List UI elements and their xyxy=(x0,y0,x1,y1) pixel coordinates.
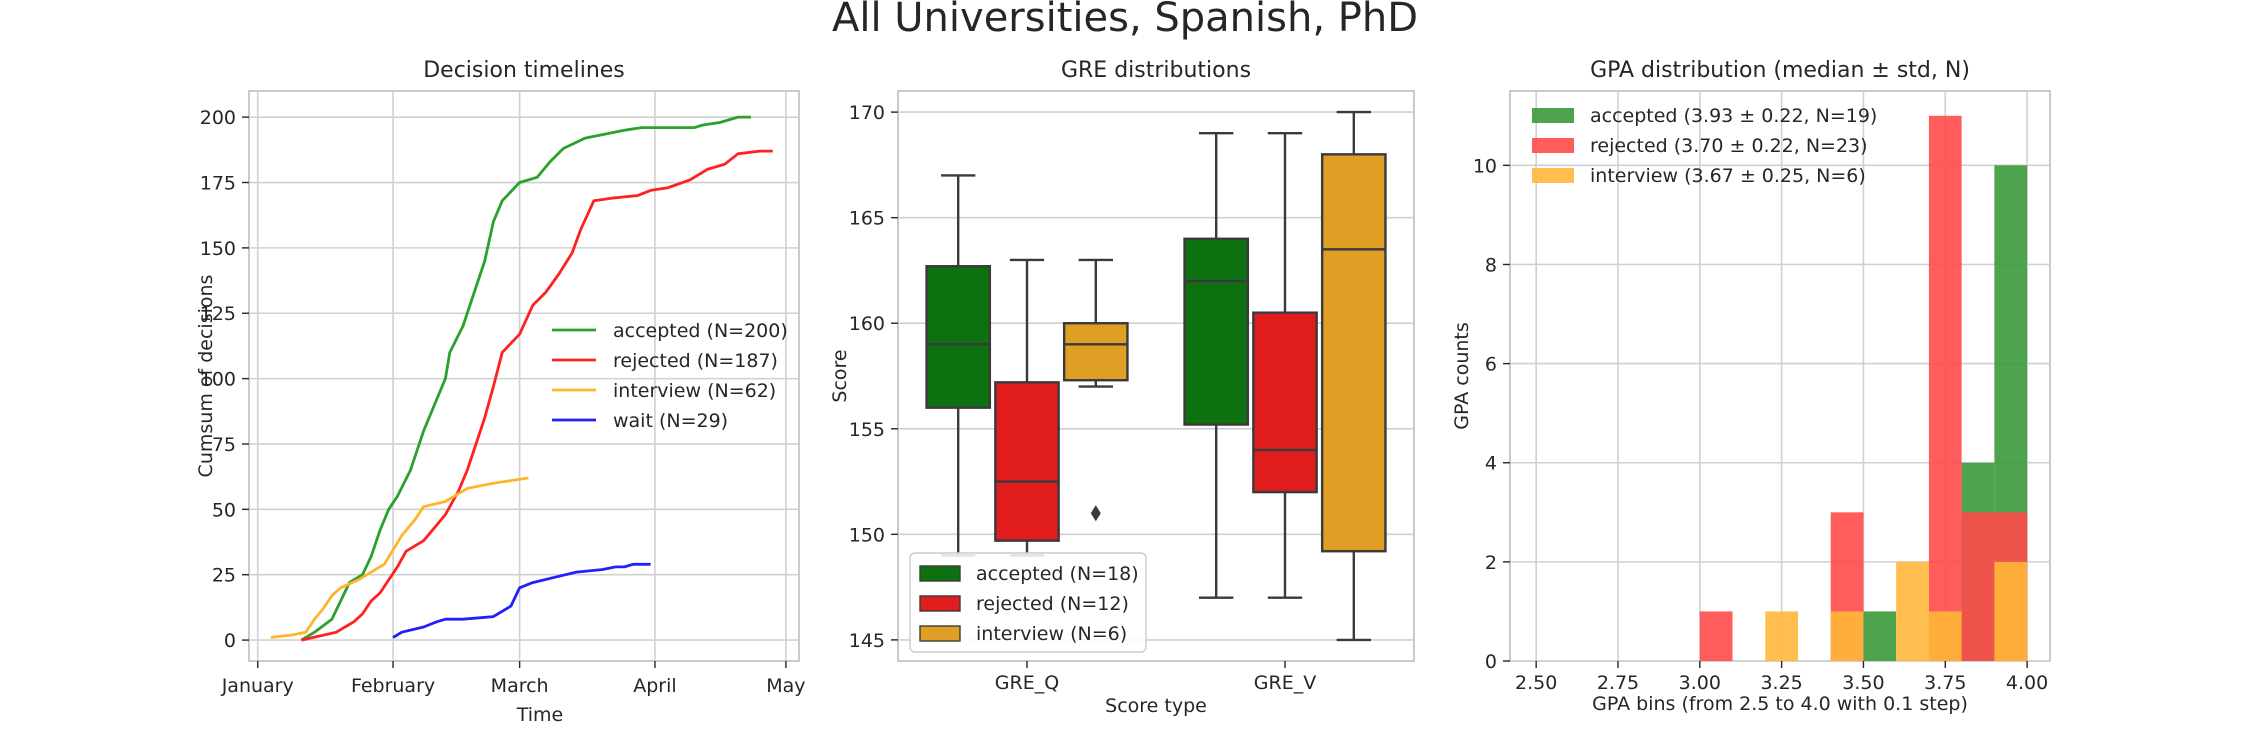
timeline-title: Decision timelines xyxy=(423,58,625,83)
gpa-legend-label-hist_rejected: rejected (3.70 ± 0.22, N=23) xyxy=(1590,135,1868,157)
gpa-y-axis-label: GPA counts xyxy=(1451,322,1473,430)
gpa-y-tick-label: 4 xyxy=(1485,453,1497,475)
gpa-y-tick-label: 2 xyxy=(1485,552,1497,574)
timeline-series-line-accepted xyxy=(300,115,751,642)
gpa-x-axis-label: GPA bins (from 2.5 to 4.0 with 0.1 step) xyxy=(1592,693,1968,715)
gre-legend-swatch-box_interview xyxy=(919,625,961,642)
timeline-series-line-interview xyxy=(270,476,529,639)
gpa-bar-hist_interview xyxy=(1928,611,1962,661)
gre-y-axis-label: Score xyxy=(829,349,851,402)
gpa-y-tick-label: 10 xyxy=(1473,155,1497,177)
figure-title: All Universities, Spanish, PhD xyxy=(832,0,1418,41)
timeline-y-tick-label: 125 xyxy=(200,303,236,325)
gpa-bar-hist_rejected xyxy=(1961,512,1995,661)
gpa-bar-hist_interview xyxy=(1994,561,2028,661)
timeline-y-tick-label: 0 xyxy=(224,630,236,652)
timeline-plot-area xyxy=(248,90,800,662)
gre-legend-label-box_rejected: rejected (N=12) xyxy=(976,593,1129,615)
gre-outlier-marker xyxy=(1090,505,1101,522)
gre-legend-frame xyxy=(909,552,1147,653)
gpa-title: GPA distribution (median ± std, N) xyxy=(1590,58,1970,83)
timeline-legend-label-rejected: rejected (N=187) xyxy=(613,350,778,372)
gpa-x-tick-label: 3.50 xyxy=(1842,672,1884,694)
gpa-bar-hist_interview xyxy=(1830,611,1864,661)
timeline-series-line-wait xyxy=(392,562,651,639)
gpa-legend: accepted (3.93 ± 0.22, N=19) rejected (3.… xyxy=(1532,105,1877,187)
gpa-legend-swatch-hist_accepted xyxy=(1532,108,1574,123)
timeline-legend-label-interview: interview (N=62) xyxy=(613,380,776,402)
timeline-legend-label-accepted: accepted (N=200) xyxy=(613,320,788,342)
timeline-y-axis-label: Cumsum of decisions xyxy=(195,275,217,478)
gre-y-tick-label: 145 xyxy=(849,630,885,652)
gpa-x-tick-label: 3.00 xyxy=(1679,672,1721,694)
gre-y-tick-label: 150 xyxy=(849,524,885,546)
gpa-y-tick-label: 8 xyxy=(1485,254,1497,276)
timeline-x-axis-label: Time xyxy=(516,704,564,726)
gre-legend-swatch-box_rejected xyxy=(919,595,961,612)
gre-legend-label-box_accepted: accepted (N=18) xyxy=(976,563,1139,585)
timeline-x-tick-label: January xyxy=(221,675,294,697)
gre-chart: GRE_Q GRE_V 145 150 155 160 165 170 GRE distri… xyxy=(829,58,1415,717)
timeline-x-tick-label: February xyxy=(351,675,435,697)
timeline-chart: January February March April May 0 25 50 75 100 1… xyxy=(195,58,806,726)
gpa-bar-hist_rejected xyxy=(1928,115,1962,662)
gpa-x-tick-label: 3.25 xyxy=(1760,672,1802,694)
gre-legend-swatch-box_accepted xyxy=(919,565,961,582)
gpa-y-tick-label: 0 xyxy=(1485,651,1497,673)
gre-legend: accepted (N=18) rejected (N=12) interview … xyxy=(909,552,1147,653)
gpa-bar-hist_rejected xyxy=(1699,611,1733,661)
gpa-legend-label-hist_interview: interview (3.67 ± 0.25, N=6) xyxy=(1590,165,1866,187)
gpa-bar-hist_interview xyxy=(1765,611,1798,661)
timeline-series-line-rejected xyxy=(301,149,773,642)
gre-y-tick-label: 155 xyxy=(849,419,885,441)
gre-box-box_rejected xyxy=(1252,311,1318,494)
gre-box-box_interview xyxy=(1062,322,1129,382)
gpa-legend-swatch-hist_interview xyxy=(1532,168,1574,183)
timeline-y-tick-label: 175 xyxy=(200,173,236,195)
gpa-x-tick-label: 3.75 xyxy=(1924,672,1966,694)
gre-title: GRE distributions xyxy=(1061,58,1251,83)
timeline-y-tick-label: 200 xyxy=(200,107,236,129)
gre-legend-label-box_interview: interview (N=6) xyxy=(976,623,1127,645)
gpa-x-tick-label: 2.50 xyxy=(1515,672,1557,694)
timeline-y-tick-label: 50 xyxy=(212,499,236,521)
gre-box-box_accepted xyxy=(925,265,992,409)
timeline-y-tick-label: 75 xyxy=(212,434,236,456)
gre-y-tick-label: 170 xyxy=(849,102,885,124)
gpa-bar-hist_interview xyxy=(1896,561,1929,661)
gre-y-tick-label: 165 xyxy=(849,208,885,230)
gpa-y-tick-label: 6 xyxy=(1485,354,1497,376)
gre-box-box_accepted xyxy=(1183,237,1250,426)
timeline-y-tick-label: 100 xyxy=(200,369,236,391)
gre-x-axis-label: Score type xyxy=(1105,695,1207,717)
gpa-legend-swatch-hist_rejected xyxy=(1532,138,1574,153)
gpa-bar-hist_accepted xyxy=(1863,611,1897,661)
gpa-chart: 2.50 2.75 3.00 3.25 3.50 3.75 4.00 0 2 4 6 8 10 GPA… xyxy=(1451,58,2051,715)
timeline-x-tick-label: April xyxy=(633,675,676,697)
timeline-legend: accepted (N=200) rejected (N=187) intervie… xyxy=(552,320,788,432)
gpa-x-tick-label: 2.75 xyxy=(1597,672,1639,694)
gre-x-tick-label: GRE_V xyxy=(1254,672,1316,694)
gpa-legend-label-hist_accepted: accepted (3.93 ± 0.22, N=19) xyxy=(1590,105,1877,127)
timeline-y-tick-label: 150 xyxy=(200,238,236,260)
timeline-legend-label-wait: wait (N=29) xyxy=(613,410,728,432)
gpa-x-tick-label: 4.00 xyxy=(2006,672,2048,694)
gre-y-tick-label: 160 xyxy=(849,313,885,335)
gre-box-box_interview xyxy=(1320,153,1387,553)
gre-x-tick-label: GRE_Q xyxy=(995,672,1059,694)
timeline-x-tick-label: March xyxy=(491,675,549,697)
gre-box-box_rejected xyxy=(994,381,1060,542)
timeline-x-tick-label: May xyxy=(766,675,805,697)
timeline-y-tick-label: 25 xyxy=(212,565,236,587)
